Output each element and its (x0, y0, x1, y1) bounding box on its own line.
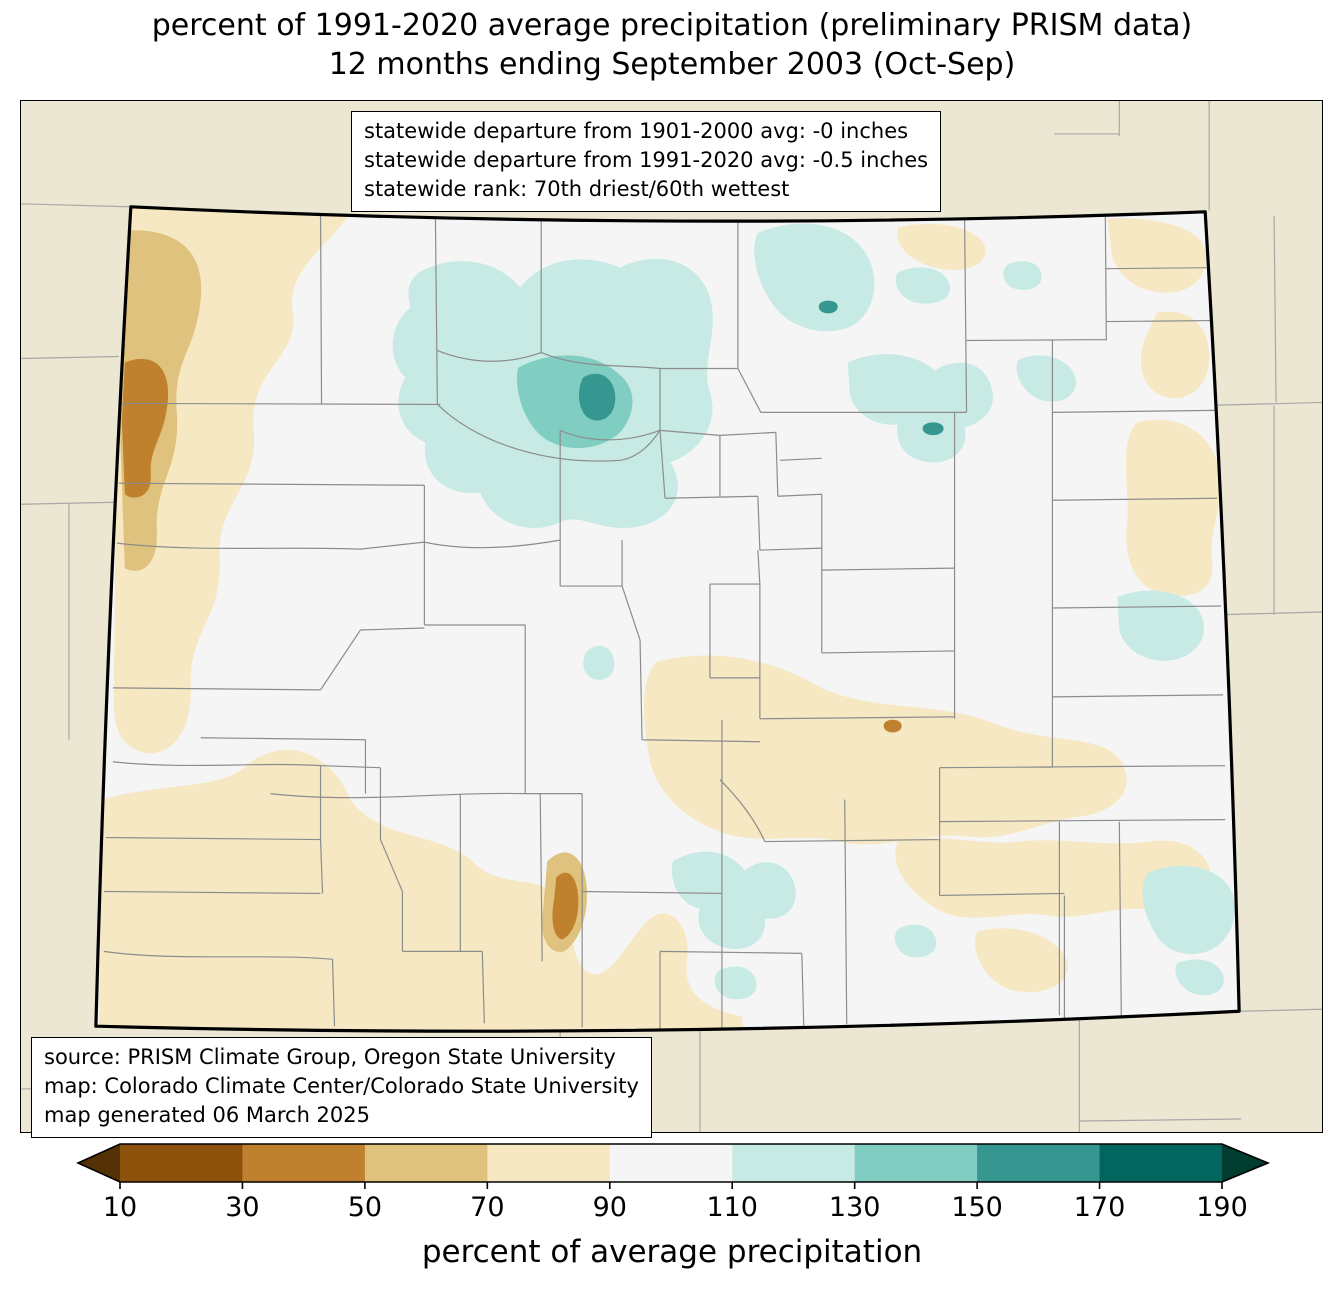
colorbar-segment (364, 1144, 488, 1182)
colorbar-tick-label: 170 (1074, 1192, 1126, 1223)
title-line-1: percent of 1991-2020 average precipitati… (151, 8, 1193, 43)
stats-line-1: statewide departure from 1901-2000 avg: … (364, 119, 909, 143)
source-line-1: source: PRISM Climate Group, Oregon Stat… (44, 1045, 616, 1069)
colorbar-segment (242, 1144, 366, 1182)
stats-line-2: statewide departure from 1991-2020 avg: … (364, 147, 929, 172)
colorbar-tick-label: 30 (225, 1192, 259, 1223)
stats-line-3: statewide rank: 70th driest/60th wettest (364, 176, 790, 201)
colorbar-tick-label: 90 (593, 1192, 627, 1223)
colorado-state-border (94, 205, 1241, 1033)
precip-regions-150-170 (578, 300, 944, 436)
colorbar-scale: 10 30 50 70 90 110 130 150 170 190 (76, 1143, 1271, 1223)
map-axes-frame: statewide departure from 1901-2000 avg: … (20, 100, 1323, 1138)
colorbar-segment (732, 1144, 856, 1182)
colorbar-segment (977, 1144, 1101, 1182)
source-line-2: map: Colorado Climate Center/Colorado St… (44, 1073, 639, 1098)
precip-regions-30-50 (121, 358, 902, 940)
county-boundaries (103, 210, 1226, 1030)
precip-regions-70-90 (98, 206, 1220, 1032)
colorbar-tick-label: 10 (103, 1192, 137, 1223)
source-attribution-box: source: PRISM Climate Group, Oregon Stat… (31, 1037, 652, 1138)
page-title: percent of 1991-2020 average precipitati… (0, 6, 1344, 84)
colorbar-under-arrow (78, 1144, 120, 1182)
statewide-stats-box: statewide departure from 1901-2000 avg: … (351, 111, 942, 212)
title-line-2: 12 months ending September 2003 (Oct-Sep… (328, 47, 1016, 82)
colorbar-tick-label: 150 (951, 1192, 1003, 1223)
colorbar-tick-label: 70 (470, 1192, 504, 1223)
colorbar-tick-label: 50 (348, 1192, 382, 1223)
colorbar-segment (487, 1144, 611, 1182)
colorbar-over-arrow (1222, 1144, 1268, 1182)
source-line-3: map generated 06 March 2025 (44, 1102, 371, 1127)
colorbar-segment (609, 1144, 733, 1182)
colorado-interior (95, 206, 1240, 1032)
colorbar-segment (854, 1144, 978, 1182)
colorbar-tick-label: 110 (706, 1192, 758, 1223)
colorbar-segment (1099, 1144, 1223, 1182)
colorbar-tick-label: 130 (829, 1192, 881, 1223)
colorbar: 10 30 50 70 90 110 130 150 170 190 (0, 1140, 1344, 1234)
colorbar-segment (120, 1144, 243, 1182)
colorado-precipitation-map (21, 101, 1322, 1132)
colorbar-tick-label: 190 (1196, 1192, 1248, 1223)
colorbar-label: percent of average precipitation (421, 1234, 923, 1270)
